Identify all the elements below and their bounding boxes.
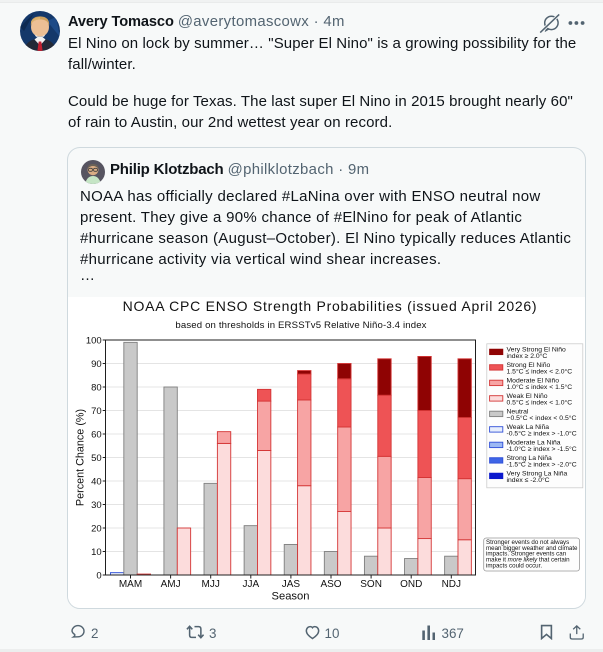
svg-text:Strong El Niño: Strong El Niño <box>507 362 551 369</box>
svg-text:based on thresholds in ERSSTv5: based on thresholds in ERSSTv5 Relative … <box>175 320 426 331</box>
svg-text:JAS: JAS <box>282 579 301 590</box>
svg-text:impacts. Stronger events can: impacts. Stronger events can <box>486 551 567 558</box>
svg-text:Strong La Niña: Strong La Niña <box>507 455 553 462</box>
svg-text:1.5°C ≤ index < 2.0°C: 1.5°C ≤ index < 2.0°C <box>507 367 573 375</box>
svg-text:80: 80 <box>91 382 102 393</box>
svg-text:20: 20 <box>91 523 102 534</box>
svg-text:index ≤ -2.0°C: index ≤ -2.0°C <box>507 476 550 484</box>
svg-text:100: 100 <box>86 335 102 346</box>
svg-text:OND: OND <box>400 579 422 590</box>
svg-text:Stronger events do not always: Stronger events do not always <box>486 539 569 546</box>
svg-text:Very Strong La Niña: Very Strong La Niña <box>507 470 568 477</box>
svg-text:90: 90 <box>91 359 102 370</box>
svg-text:10: 10 <box>91 547 102 558</box>
svg-text:MAM: MAM <box>119 579 142 590</box>
svg-text:Very Strong El Niño: Very Strong El Niño <box>507 346 567 353</box>
svg-text:60: 60 <box>91 429 102 440</box>
svg-text:-1.5°C ≥ index > -2.0°C: -1.5°C ≥ index > -2.0°C <box>507 460 577 468</box>
svg-text:AMJ: AMJ <box>161 579 181 590</box>
svg-text:mean bigger weather and climat: mean bigger weather and climate <box>486 545 578 552</box>
svg-text:Weak La Niña: Weak La Niña <box>507 424 550 431</box>
svg-text:50: 50 <box>91 453 102 464</box>
svg-text:0.5°C ≤ index < 1.0°C: 0.5°C ≤ index < 1.0°C <box>507 398 573 406</box>
svg-text:JJA: JJA <box>242 579 259 590</box>
svg-text:NDJ: NDJ <box>442 579 461 590</box>
svg-text:Neutral: Neutral <box>507 408 529 415</box>
svg-text:Moderate La Niña: Moderate La Niña <box>507 439 561 446</box>
svg-text:70: 70 <box>91 406 102 417</box>
svg-text:Weak El Niño: Weak El Niño <box>507 393 548 400</box>
svg-text:0: 0 <box>96 570 101 581</box>
svg-text:SON: SON <box>360 579 382 590</box>
svg-text:-1.0°C ≥ index > -1.5°C: -1.0°C ≥ index > -1.5°C <box>507 445 577 453</box>
svg-text:1.0°C ≤ index < 1.5°C: 1.0°C ≤ index < 1.5°C <box>507 383 573 391</box>
svg-text:MJJ: MJJ <box>202 579 220 590</box>
svg-text:index ≥ 2.0°C: index ≥ 2.0°C <box>507 352 548 360</box>
svg-text:40: 40 <box>91 476 102 487</box>
svg-text:-0.5°C ≥ index > -1.0°C: -0.5°C ≥ index > -1.0°C <box>507 429 577 437</box>
svg-text:−0.5°C < index < 0.5°C: −0.5°C < index < 0.5°C <box>507 414 577 422</box>
svg-text:Moderate El Niño: Moderate El Niño <box>507 377 560 384</box>
svg-text:Percent Chance (%): Percent Chance (%) <box>75 409 87 506</box>
svg-text:impacts could occur.: impacts could occur. <box>486 563 542 570</box>
svg-text:Season: Season <box>272 591 310 603</box>
svg-text:30: 30 <box>91 500 102 511</box>
svg-text:NOAA CPC ENSO Strength Probabi: NOAA CPC ENSO Strength Probabilities (is… <box>123 298 538 314</box>
svg-text:make it more likely that certa: make it more likely that certain <box>486 557 570 564</box>
svg-text:ASO: ASO <box>320 579 341 590</box>
